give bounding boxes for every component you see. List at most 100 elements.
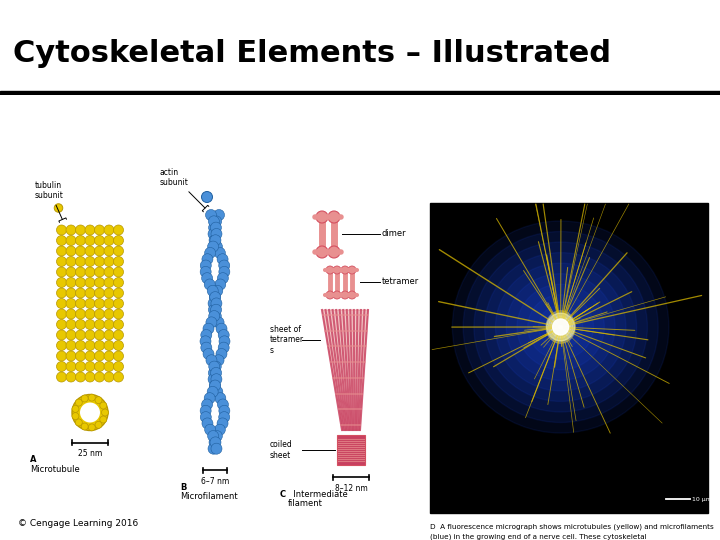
Circle shape bbox=[56, 288, 66, 298]
Text: coiled
sheet: coiled sheet bbox=[270, 440, 293, 460]
Circle shape bbox=[201, 329, 212, 341]
Circle shape bbox=[210, 292, 220, 302]
Text: Cytoskeletal Elements – Illustrated: Cytoskeletal Elements – Illustrated bbox=[13, 39, 611, 68]
Circle shape bbox=[114, 278, 124, 287]
Circle shape bbox=[326, 266, 334, 274]
Circle shape bbox=[215, 424, 225, 435]
Ellipse shape bbox=[556, 321, 566, 333]
Circle shape bbox=[209, 361, 220, 372]
Circle shape bbox=[210, 292, 221, 302]
Circle shape bbox=[202, 399, 212, 410]
Circle shape bbox=[104, 288, 114, 298]
Circle shape bbox=[212, 285, 222, 296]
Circle shape bbox=[76, 351, 86, 361]
Circle shape bbox=[56, 309, 66, 319]
Circle shape bbox=[209, 310, 220, 321]
Circle shape bbox=[333, 266, 341, 274]
Circle shape bbox=[200, 266, 211, 278]
Circle shape bbox=[211, 228, 222, 239]
Circle shape bbox=[204, 247, 215, 259]
Polygon shape bbox=[322, 310, 368, 430]
Circle shape bbox=[56, 225, 66, 235]
Circle shape bbox=[76, 256, 86, 267]
Circle shape bbox=[212, 386, 222, 397]
Ellipse shape bbox=[551, 316, 570, 338]
Circle shape bbox=[56, 267, 66, 277]
Circle shape bbox=[210, 222, 222, 233]
Circle shape bbox=[104, 372, 114, 382]
Circle shape bbox=[200, 406, 211, 416]
Circle shape bbox=[104, 225, 114, 235]
Text: Microtubule: Microtubule bbox=[30, 464, 80, 474]
Circle shape bbox=[76, 361, 86, 372]
Text: actin
subunit: actin subunit bbox=[160, 167, 209, 212]
Text: D  A fluorescence micrograph shows microtubules (yellow) and microfilaments: D A fluorescence micrograph shows microt… bbox=[430, 523, 714, 530]
Circle shape bbox=[348, 291, 356, 299]
Circle shape bbox=[217, 418, 228, 429]
Circle shape bbox=[56, 330, 66, 340]
Ellipse shape bbox=[546, 310, 575, 343]
Circle shape bbox=[218, 342, 229, 353]
Circle shape bbox=[56, 341, 66, 350]
Circle shape bbox=[211, 298, 222, 309]
Circle shape bbox=[81, 423, 88, 430]
Text: tubulin
subunit: tubulin subunit bbox=[35, 180, 66, 222]
Text: Microfilament: Microfilament bbox=[180, 492, 238, 501]
Text: C: C bbox=[280, 490, 286, 499]
Circle shape bbox=[114, 267, 124, 277]
Circle shape bbox=[94, 320, 104, 329]
Circle shape bbox=[210, 367, 222, 379]
Text: A: A bbox=[30, 456, 37, 464]
Circle shape bbox=[94, 341, 104, 350]
Circle shape bbox=[76, 225, 86, 235]
Ellipse shape bbox=[549, 313, 573, 341]
Circle shape bbox=[76, 330, 86, 340]
Circle shape bbox=[206, 317, 217, 328]
Circle shape bbox=[208, 443, 219, 454]
Ellipse shape bbox=[463, 232, 658, 422]
Circle shape bbox=[100, 402, 107, 409]
Circle shape bbox=[114, 309, 124, 319]
Circle shape bbox=[553, 319, 569, 335]
Text: Intermediate: Intermediate bbox=[288, 490, 348, 499]
Circle shape bbox=[341, 291, 349, 299]
Circle shape bbox=[56, 235, 66, 246]
Ellipse shape bbox=[485, 253, 636, 401]
Circle shape bbox=[94, 256, 104, 267]
Text: tetramer: tetramer bbox=[382, 278, 419, 287]
Circle shape bbox=[76, 288, 86, 298]
Bar bbox=[430, 203, 708, 513]
Circle shape bbox=[76, 399, 82, 406]
Ellipse shape bbox=[452, 221, 669, 433]
Circle shape bbox=[213, 355, 224, 366]
Circle shape bbox=[56, 361, 66, 372]
Ellipse shape bbox=[474, 242, 647, 412]
Circle shape bbox=[66, 299, 76, 308]
Circle shape bbox=[81, 395, 88, 402]
Circle shape bbox=[114, 246, 124, 256]
Circle shape bbox=[114, 341, 124, 350]
Ellipse shape bbox=[495, 263, 626, 391]
Circle shape bbox=[104, 267, 114, 277]
Circle shape bbox=[333, 291, 341, 299]
Circle shape bbox=[104, 256, 114, 267]
Circle shape bbox=[200, 260, 211, 271]
Circle shape bbox=[56, 246, 66, 256]
Circle shape bbox=[76, 246, 86, 256]
Circle shape bbox=[56, 299, 66, 308]
Circle shape bbox=[66, 341, 76, 350]
Circle shape bbox=[200, 336, 211, 347]
Circle shape bbox=[80, 402, 100, 422]
Circle shape bbox=[219, 406, 230, 416]
Circle shape bbox=[56, 320, 66, 329]
Circle shape bbox=[208, 298, 219, 309]
Circle shape bbox=[114, 288, 124, 298]
Circle shape bbox=[94, 246, 104, 256]
Ellipse shape bbox=[553, 319, 568, 335]
Circle shape bbox=[211, 443, 222, 454]
Circle shape bbox=[66, 225, 76, 235]
Circle shape bbox=[104, 309, 114, 319]
Circle shape bbox=[66, 330, 76, 340]
Circle shape bbox=[94, 361, 104, 372]
Circle shape bbox=[201, 342, 212, 353]
